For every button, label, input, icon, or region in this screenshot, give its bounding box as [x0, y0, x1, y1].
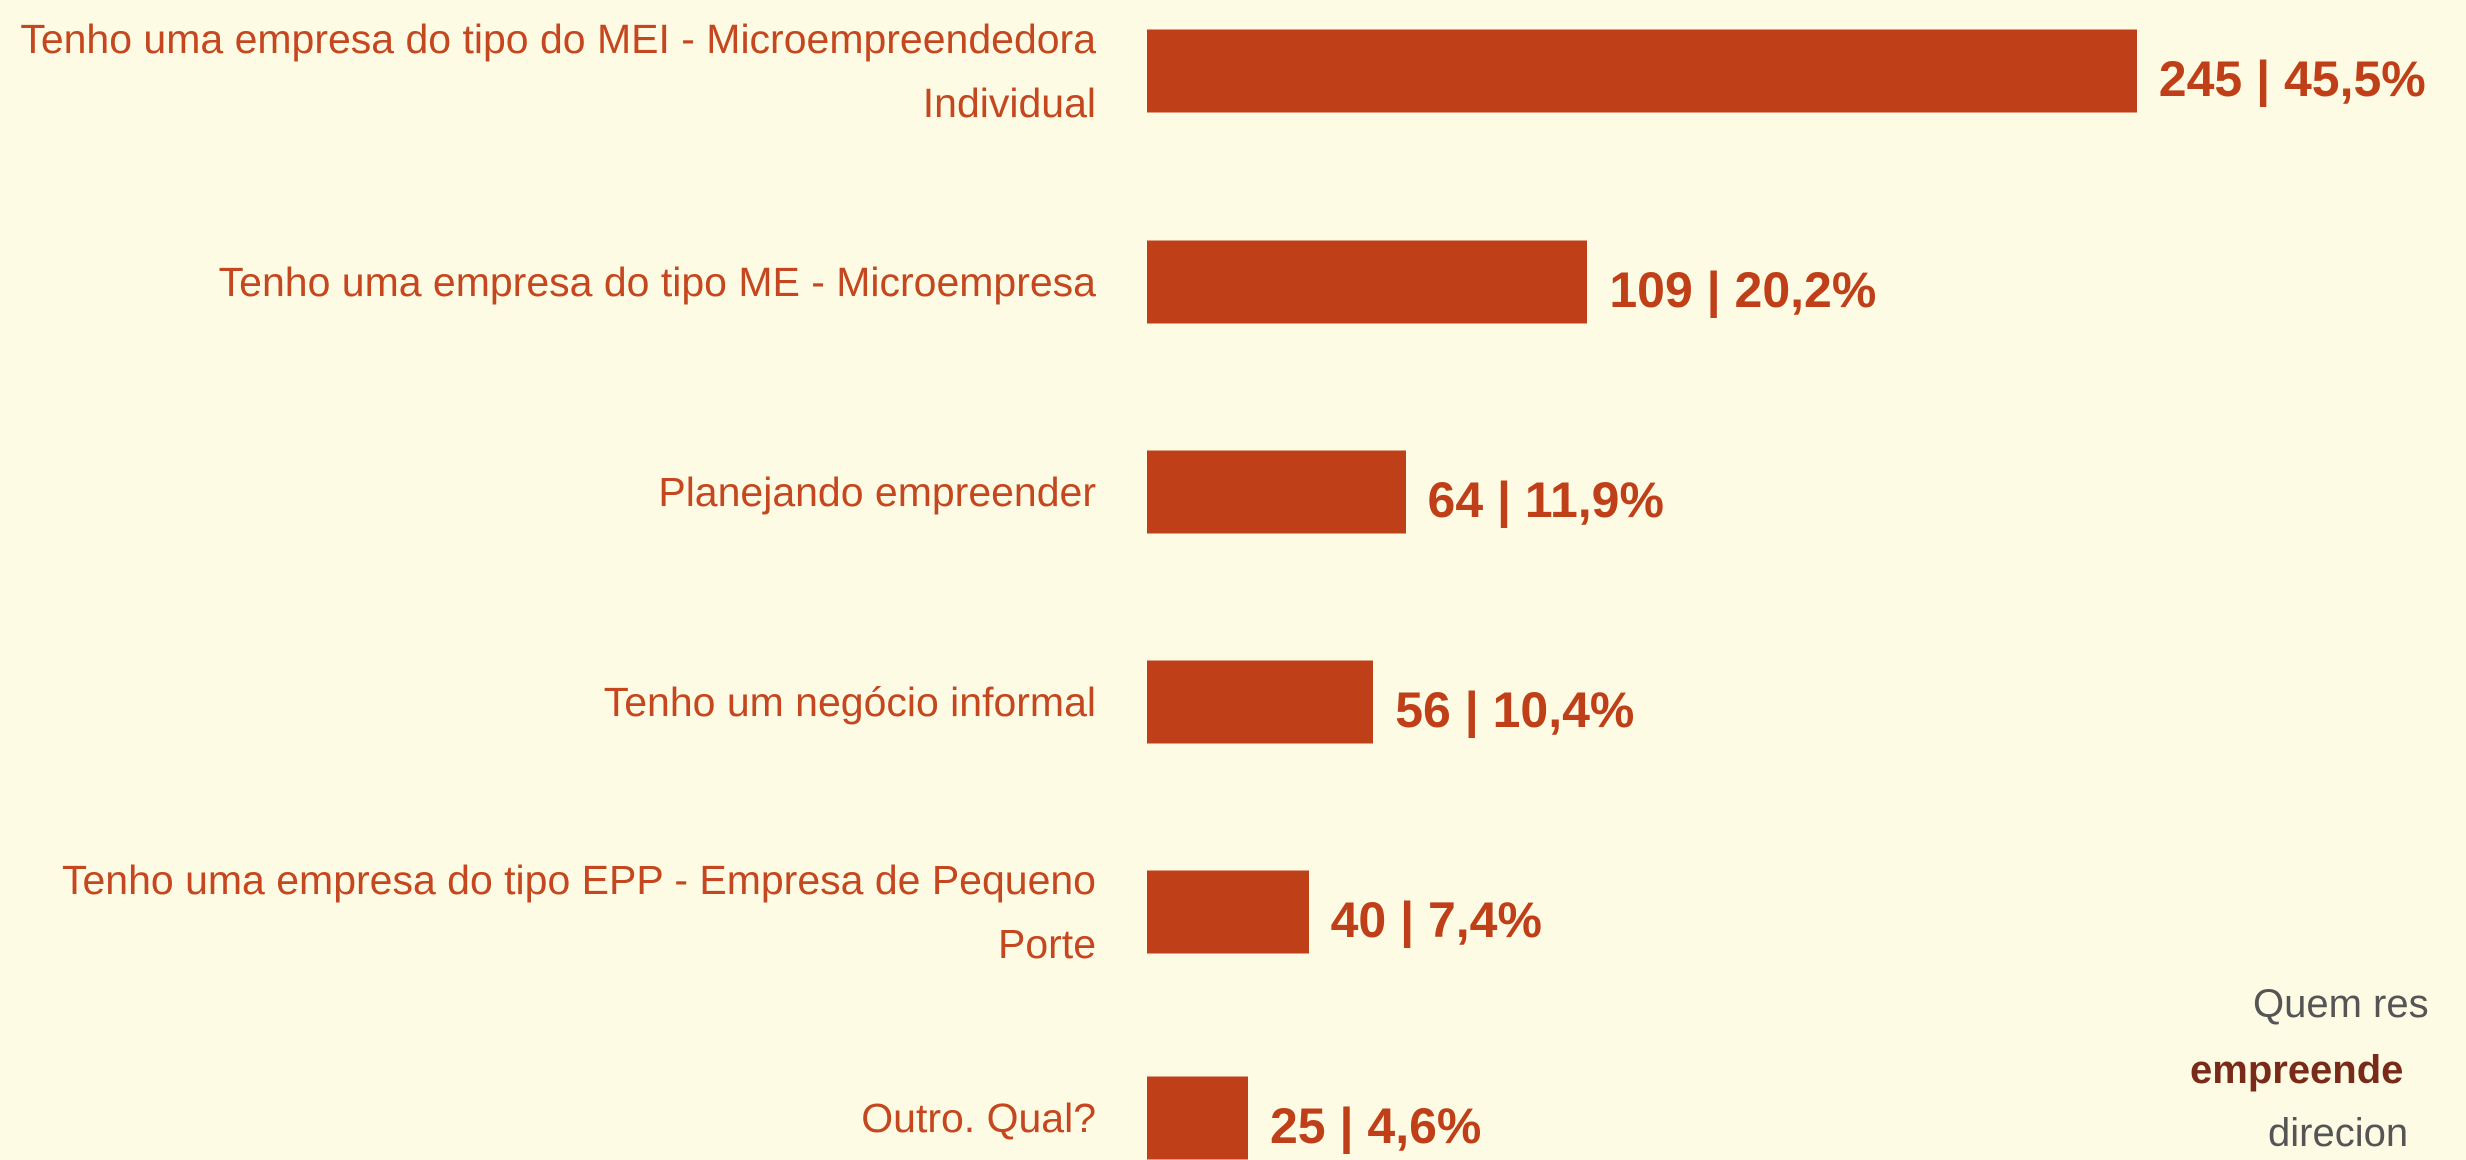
- value-label: 25 | 4,6%: [1270, 1098, 1482, 1154]
- bar: [1147, 29, 2137, 113]
- annotation: direcion: [2268, 1111, 2409, 1155]
- category-label: Tenho um negócio informal: [603, 679, 1096, 725]
- annotation: empreende: [2190, 1048, 2404, 1092]
- value-label: 64 | 11,9%: [1427, 472, 1664, 528]
- bar: [1147, 1076, 1248, 1160]
- annotation: Quem res: [2253, 982, 2429, 1026]
- value-label: 56 | 10,4%: [1395, 682, 1635, 738]
- value-label: 109 | 20,2%: [1609, 262, 1877, 318]
- category-label: Tenho uma empresa do tipo EPP - Empresa …: [62, 857, 1096, 967]
- category-label: Tenho uma empresa do tipo do MEI - Micro…: [20, 16, 1096, 126]
- bar: [1147, 870, 1309, 954]
- bar: [1147, 450, 1406, 534]
- value-label: 245 | 45,5%: [2158, 51, 2426, 107]
- bar: [1147, 660, 1374, 744]
- category-label: Outro. Qual?: [861, 1095, 1096, 1141]
- value-label: 40 | 7,4%: [1330, 892, 1542, 948]
- category-label: Planejando empreender: [658, 469, 1096, 515]
- bar: [1147, 240, 1588, 324]
- category-label: Tenho uma empresa do tipo ME - Microempr…: [218, 259, 1096, 305]
